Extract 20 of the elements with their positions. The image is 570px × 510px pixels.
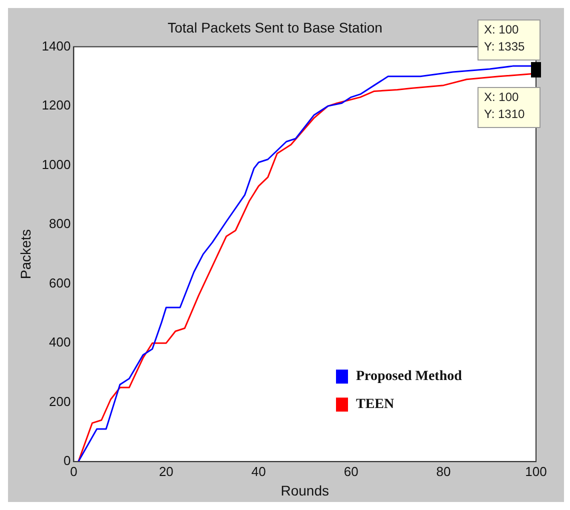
x-tick-label: 100 xyxy=(525,464,547,479)
x-axis-title: Rounds xyxy=(280,482,329,498)
y-tick-label: 1000 xyxy=(42,156,71,172)
y-tick-label: 1200 xyxy=(42,98,71,113)
y-tick-label: 0 xyxy=(63,453,71,468)
y-tick-label: 1400 xyxy=(42,38,71,54)
legend-label: Proposed Method xyxy=(356,369,462,384)
annotation: X: 100 Y: 1335 xyxy=(484,22,526,54)
x-tick-label: 60 xyxy=(344,464,358,479)
y-tick-label: 200 xyxy=(49,394,71,409)
y-tick-label: 400 xyxy=(49,334,71,350)
legend-label: TEEN xyxy=(356,397,394,412)
x-tick-label: 20 xyxy=(158,464,174,479)
x-tick-label: 80 xyxy=(436,464,451,479)
y-tick-label: 800 xyxy=(49,216,71,232)
y-tick-label: 600 xyxy=(49,275,71,290)
x-tick-label: 40 xyxy=(251,464,266,479)
annotation: X: 100 Y: 1310 xyxy=(484,90,526,121)
y-axis-title: Packets xyxy=(17,229,34,280)
chart-title: Total Packets Sent to Base Station xyxy=(168,19,382,36)
